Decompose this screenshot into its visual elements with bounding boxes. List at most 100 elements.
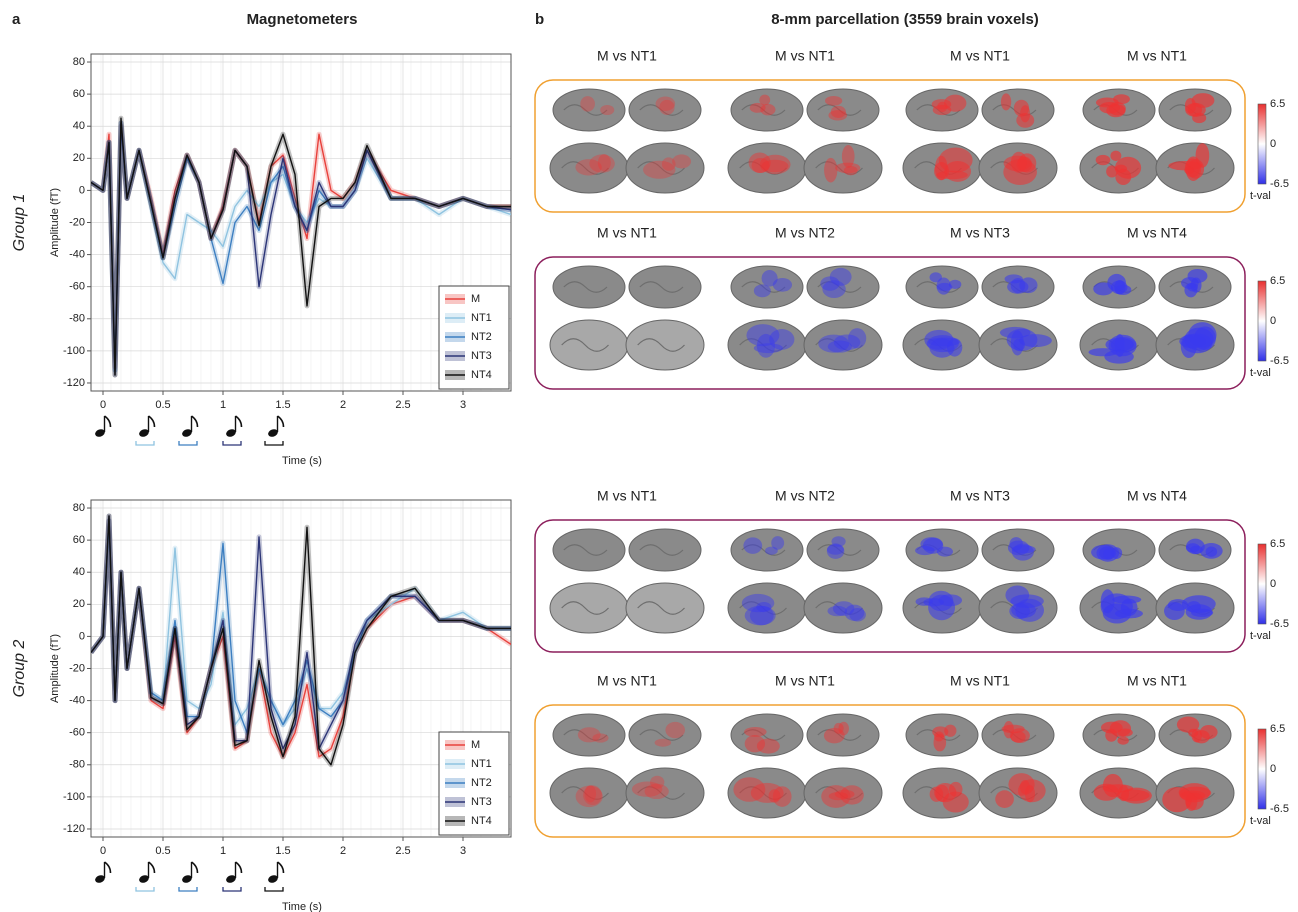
legend-label: NT4 (471, 815, 492, 827)
activation (1003, 159, 1037, 185)
note-flag (149, 416, 155, 427)
activation (643, 161, 675, 179)
activation (1115, 157, 1141, 179)
colorbar-tick: 0 (1270, 138, 1276, 150)
activation (578, 727, 601, 742)
activation (1025, 785, 1035, 802)
activation (1107, 274, 1126, 292)
activation (1193, 730, 1210, 743)
y-tick-label: -100 (63, 791, 85, 803)
contrast-title: M vs NT1 (597, 48, 657, 64)
note-bracket (179, 441, 197, 445)
activation (923, 598, 944, 606)
y-tick-label: -20 (69, 216, 85, 228)
contrast-title: M vs NT1 (1127, 673, 1187, 689)
legend-label: NT1 (471, 312, 492, 324)
activation (939, 147, 973, 172)
colorbar (1258, 544, 1266, 624)
activation (949, 280, 961, 289)
activation (1011, 731, 1026, 742)
activation (835, 790, 855, 799)
note-flag (278, 862, 284, 873)
activation (1099, 102, 1120, 114)
group-label: Group 2 (11, 639, 28, 697)
activation (832, 536, 846, 547)
y-axis-label: Amplitude (fT) (49, 188, 61, 257)
y-tick-label: -120 (63, 377, 85, 389)
figure: a Magnetometers b 8-mm parcellation (355… (0, 0, 1298, 912)
activation (769, 329, 794, 350)
activation (1011, 602, 1036, 618)
activation (733, 777, 765, 802)
activation (757, 739, 780, 754)
y-tick-label: 0 (79, 630, 85, 642)
colorbar-tick: 6.5 (1270, 98, 1285, 110)
activation (949, 782, 963, 797)
colorbar-tick: -6.5 (1270, 355, 1289, 367)
x-tick-label: 2 (340, 399, 346, 411)
legend-label: NT2 (471, 777, 492, 789)
colorbar-tick: -6.5 (1270, 618, 1289, 630)
contrast-title: M vs NT3 (950, 225, 1010, 241)
y-tick-label: 80 (73, 502, 85, 514)
x-tick-label: 0.5 (155, 399, 170, 411)
activation (1191, 609, 1213, 617)
activation (1162, 787, 1192, 812)
contrast-title: M vs NT4 (1127, 488, 1187, 504)
activation (665, 722, 685, 738)
panel-title: Magnetometers (247, 11, 358, 28)
activation (580, 96, 595, 112)
activation (848, 328, 866, 348)
y-tick-label: 60 (73, 534, 85, 546)
x-tick-label: 1 (220, 399, 226, 411)
y-tick-label: -40 (69, 695, 85, 707)
activation (1168, 599, 1188, 611)
activation (828, 110, 847, 120)
x-tick-label: 0.5 (155, 845, 170, 857)
activation (1118, 728, 1133, 736)
y-tick-label: -60 (69, 281, 85, 293)
activation (835, 163, 860, 174)
x-tick-label: 2 (340, 845, 346, 857)
activation (828, 340, 852, 352)
note-bracket (265, 441, 283, 445)
activation (771, 536, 784, 550)
activation (743, 537, 762, 554)
activation (1190, 546, 1203, 554)
activation (1177, 716, 1199, 732)
activation (1016, 113, 1034, 128)
activation (1113, 94, 1130, 104)
x-tick-label: 1.5 (275, 845, 290, 857)
activation (773, 278, 792, 292)
colorbar-label: t-val (1250, 815, 1271, 827)
activation (1200, 543, 1223, 559)
contrast-title: M vs NT1 (950, 48, 1010, 64)
colorbar-tick: 0 (1270, 315, 1276, 327)
contrast-title: M vs NT1 (1127, 48, 1187, 64)
activation (1005, 274, 1023, 283)
activation (824, 158, 837, 183)
colorbar (1258, 104, 1266, 184)
activation (745, 606, 776, 626)
x-tick-label: 1 (220, 845, 226, 857)
activation (1101, 589, 1115, 613)
activation (825, 96, 842, 106)
note-bracket (223, 887, 241, 891)
group-label: Group 1 (11, 194, 28, 252)
colorbar (1258, 729, 1266, 809)
activation (1186, 156, 1202, 181)
activation (1104, 350, 1134, 364)
activation (1103, 774, 1123, 797)
activation (927, 335, 959, 352)
activation (576, 786, 603, 808)
panel-label: a (12, 11, 21, 28)
note-flag (236, 416, 242, 427)
note-bracket (223, 441, 241, 445)
x-tick-label: 3 (460, 845, 466, 857)
contrast-title: M vs NT4 (1127, 225, 1187, 241)
activation (1096, 155, 1111, 165)
activation (1184, 283, 1197, 297)
y-tick-label: 0 (79, 184, 85, 196)
contrast-title: M vs NT2 (775, 488, 835, 504)
note-flag (192, 862, 198, 873)
